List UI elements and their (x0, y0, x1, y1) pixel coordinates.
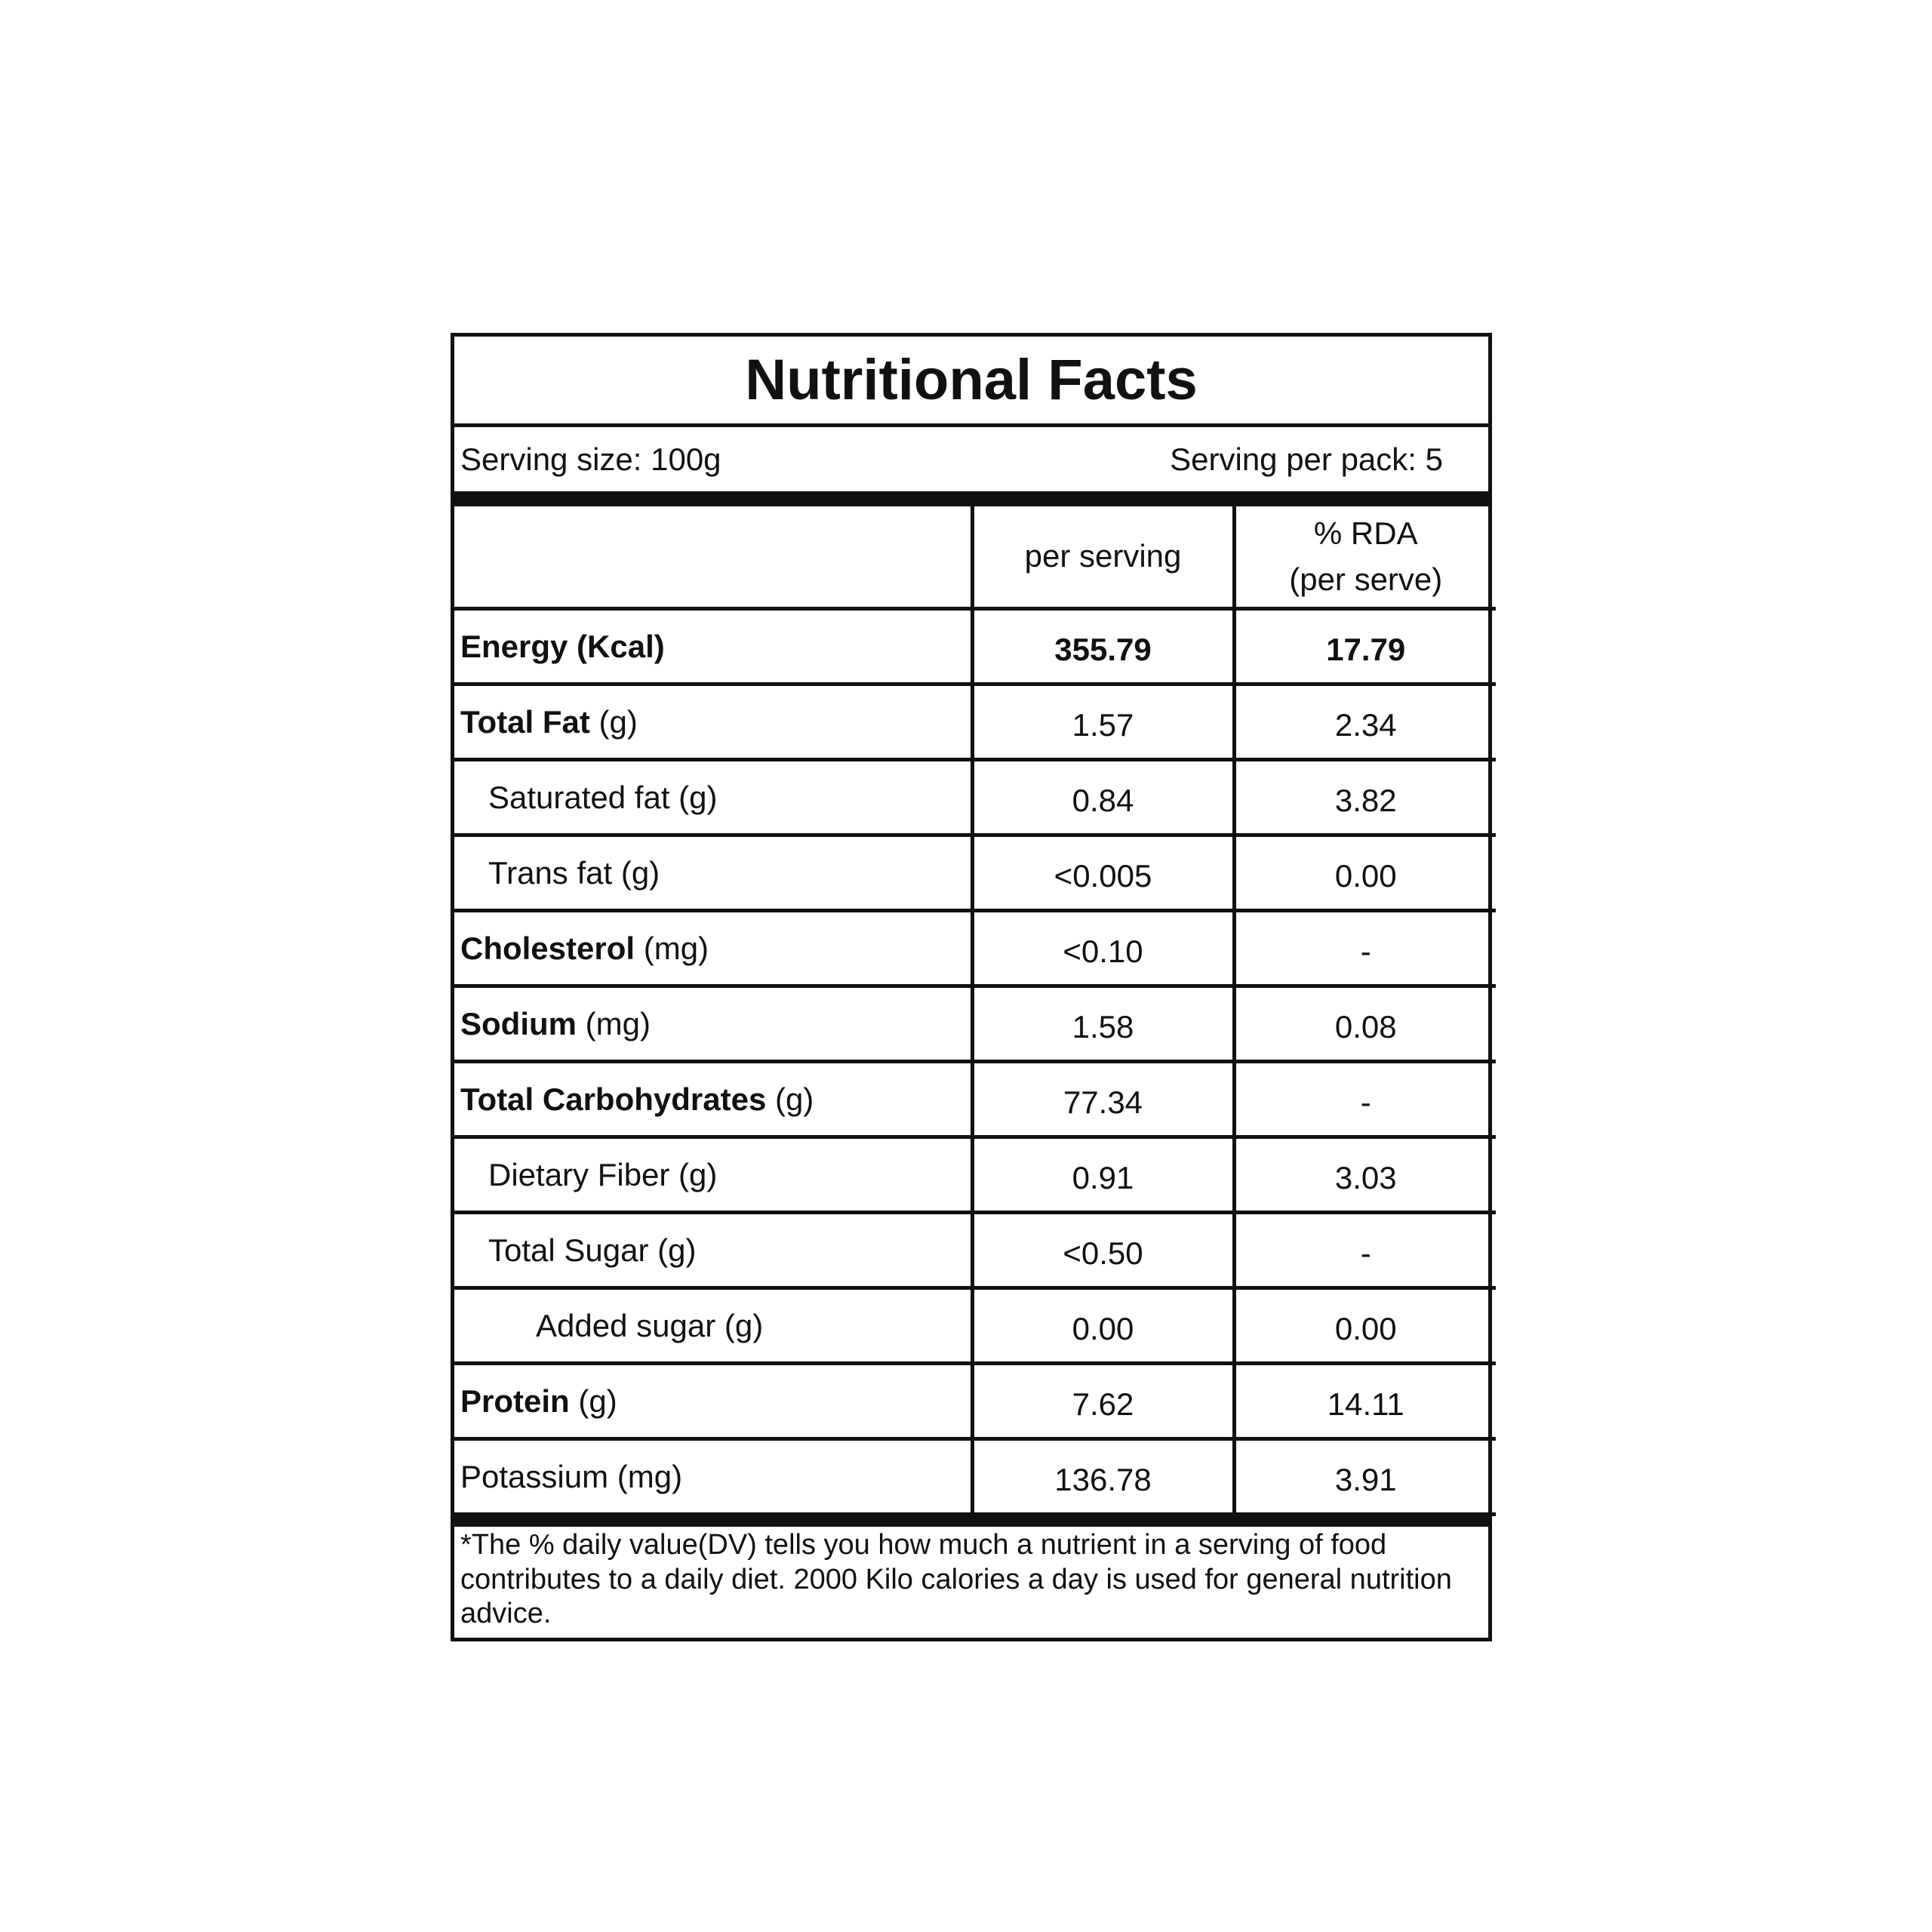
per-serving-value: 136.78 (970, 1437, 1236, 1516)
footnote: *The % daily value(DV) tells you how muc… (454, 1516, 1488, 1638)
table-row: Energy (Kcal) 355.79 17.79 (454, 607, 1496, 686)
nutrient-unit: Added sugar (g) (536, 1307, 764, 1343)
nutrient-unit: Trans fat (g) (488, 854, 660, 891)
serving-info: Serving size: 100g Serving per pack: 5 (454, 427, 1488, 506)
rda-value: 2.34 (1232, 682, 1496, 761)
rda-value: 0.08 (1232, 984, 1496, 1063)
per-serving-value: <0.50 (970, 1211, 1236, 1290)
label-title: Nutritional Facts (454, 337, 1488, 427)
rda-value: 14.11 (1232, 1361, 1496, 1441)
nutrient-name-bold: Energy (Kcal) (460, 628, 665, 664)
nutrient-name-bold: Protein (460, 1383, 570, 1419)
table-row: Dietary Fiber (g) 0.91 3.03 (454, 1135, 1496, 1214)
table-row: Total Sugar (g) <0.50- (454, 1211, 1496, 1290)
nutrient-name-bold: Total Carbohydrates (460, 1081, 767, 1117)
nutrient-unit: (g) (569, 1383, 617, 1419)
serving-per-pack: Serving per pack: 5 (1170, 441, 1443, 477)
per-serving-value: 0.00 (970, 1286, 1236, 1365)
nutrient-name: Saturated fat (g) (454, 758, 974, 837)
table-row: Total Carbohydrates (g) 77.34- (454, 1060, 1496, 1139)
nutrient-name: Protein (g) (454, 1361, 974, 1441)
nutrient-name: Total Fat (g) (454, 682, 974, 761)
rda-value: - (1232, 909, 1496, 988)
serving-size: Serving size: 100g (460, 441, 721, 477)
table-row: Potassium (mg) 136.78 3.91 (454, 1437, 1496, 1516)
table-row: Total Fat (g) 1.57 2.34 (454, 682, 1496, 761)
per-serving-value: 77.34 (970, 1060, 1236, 1139)
header-rda-line2: (per serve) (1289, 561, 1443, 597)
nutrient-unit: (mg) (635, 930, 709, 966)
nutrient-unit: Potassium (mg) (460, 1458, 683, 1494)
per-serving-value: 1.57 (970, 682, 1236, 761)
table-row: Trans fat (g) <0.005 0.00 (454, 833, 1496, 912)
per-serving-value: 7.62 (970, 1361, 1236, 1441)
header-per-serving: per serving (970, 506, 1236, 611)
table-row: Added sugar (g) 0.00 0.00 (454, 1286, 1496, 1365)
rda-value: 0.00 (1232, 833, 1496, 912)
nutrient-unit: Dietary Fiber (g) (488, 1156, 718, 1192)
header-rda: % RDA (per serve) (1232, 506, 1496, 611)
nutrient-name: Dietary Fiber (g) (454, 1135, 974, 1214)
nutrient-unit: (g) (589, 703, 638, 740)
per-serving-value: 1.58 (970, 984, 1236, 1063)
nutrient-name: Potassium (mg) (454, 1437, 974, 1516)
rda-value: 3.91 (1232, 1437, 1496, 1516)
nutrient-name: Total Sugar (g) (454, 1211, 974, 1290)
rda-value: - (1232, 1211, 1496, 1290)
per-serving-value: <0.10 (970, 909, 1236, 988)
table-row: Protein (g) 7.62 14.11 (454, 1361, 1496, 1441)
rda-value: 17.79 (1232, 607, 1496, 686)
nutrient-name-bold: Total Fat (460, 703, 590, 740)
rda-value: 0.00 (1232, 1286, 1496, 1365)
table-row: Sodium (mg) 1.58 0.08 (454, 984, 1496, 1063)
table-row: Cholesterol (mg) <0.10- (454, 909, 1496, 988)
nutrient-name: Sodium (mg) (454, 984, 974, 1063)
per-serving-value: 0.91 (970, 1135, 1236, 1214)
nutrient-unit: Saturated fat (g) (488, 779, 718, 815)
header-nutrient (454, 506, 974, 611)
nutrient-name-bold: Cholesterol (460, 930, 635, 966)
nutrient-unit: (g) (766, 1081, 814, 1117)
nutrient-unit: (mg) (577, 1005, 651, 1041)
nutrient-name: Trans fat (g) (454, 833, 974, 912)
per-serving-value: 355.79 (970, 607, 1236, 686)
nutrient-table: per serving % RDA (per serve) Energy (Kca… (454, 506, 1496, 1516)
header-rda-line1: % RDA (1313, 515, 1418, 551)
nutrient-name: Energy (Kcal) (454, 607, 974, 686)
table-row: Saturated fat (g) 0.84 3.82 (454, 758, 1496, 837)
rda-value: 3.03 (1232, 1135, 1496, 1214)
table-header-row: per serving % RDA (per serve) (454, 506, 1496, 611)
nutrient-name-bold: Sodium (460, 1005, 577, 1041)
rda-value: - (1232, 1060, 1496, 1139)
nutrient-name: Cholesterol (mg) (454, 909, 974, 988)
nutrition-facts-label: Nutritional Facts Serving size: 100g Ser… (451, 333, 1496, 1641)
per-serving-value: 0.84 (970, 758, 1236, 837)
nutrient-name: Added sugar (g) (454, 1286, 974, 1365)
nutrient-name: Total Carbohydrates (g) (454, 1060, 974, 1139)
nutrient-unit: Total Sugar (g) (488, 1232, 697, 1268)
per-serving-value: <0.005 (970, 833, 1236, 912)
rda-value: 3.82 (1232, 758, 1496, 837)
